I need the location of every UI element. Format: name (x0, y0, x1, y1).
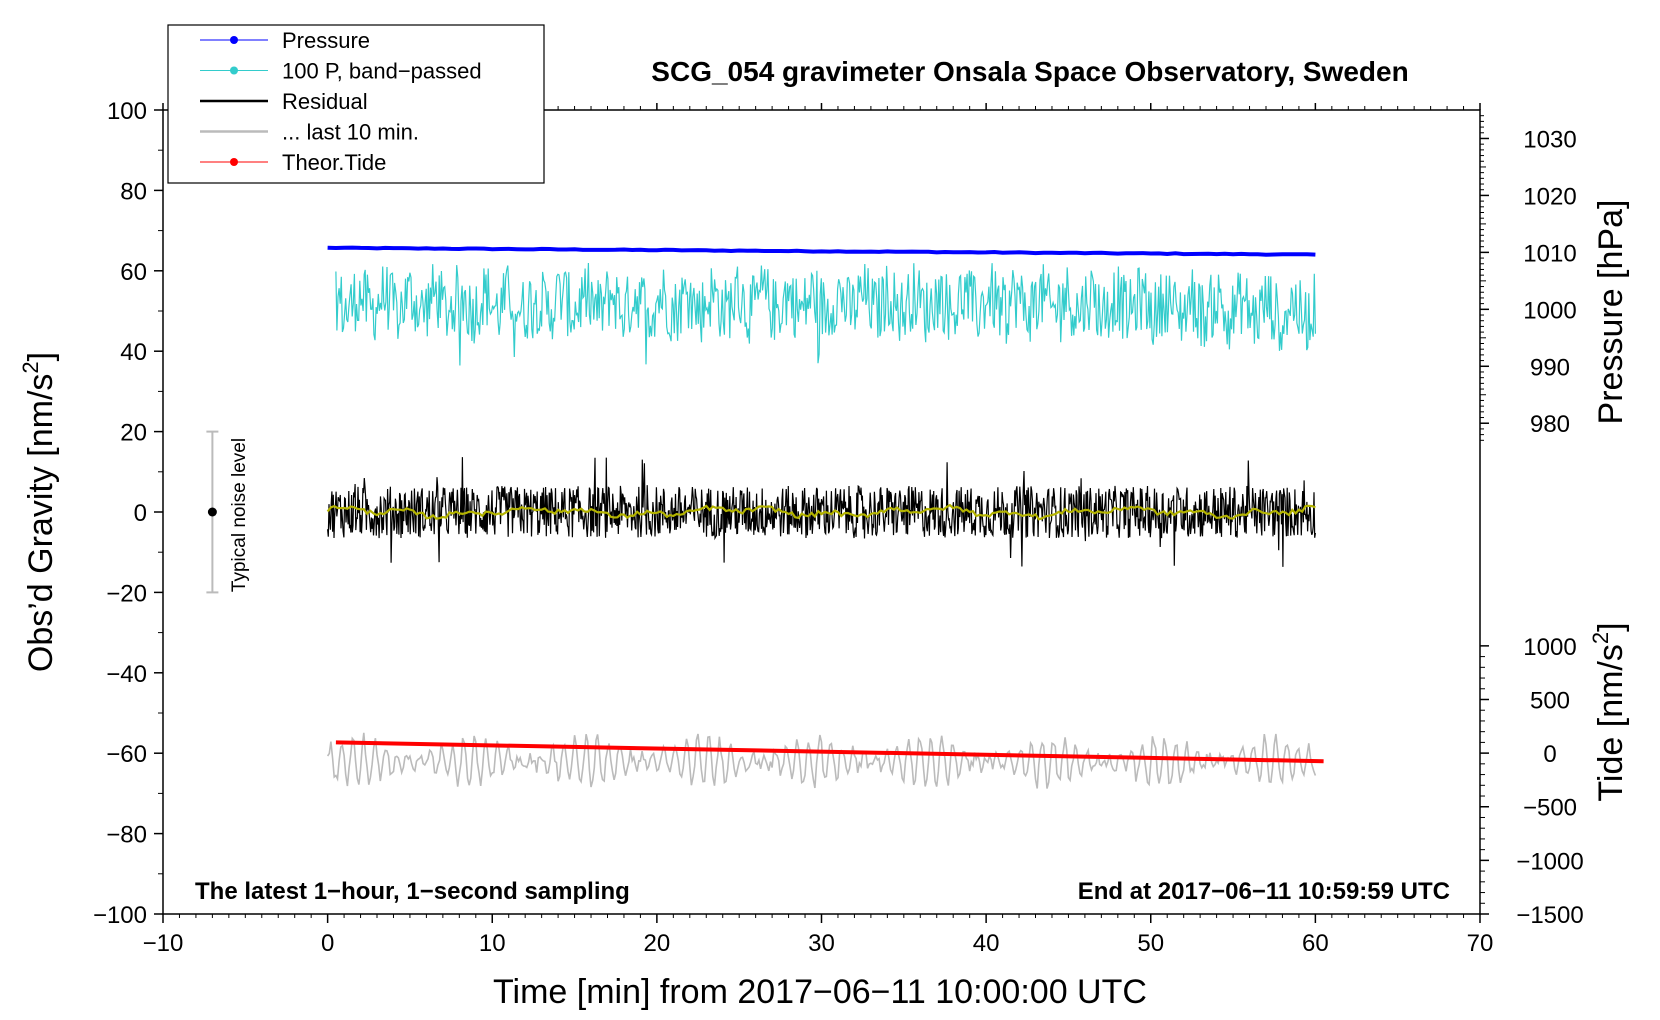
tide-tick-label: 500 (1530, 687, 1570, 714)
x-tick-label: 20 (644, 930, 671, 957)
x-tick-label: 60 (1302, 930, 1329, 957)
tide-tick-label: −1500 (1516, 902, 1583, 929)
legend-label-pressure: Pressure (282, 28, 370, 53)
x-tick-label: 70 (1467, 930, 1494, 957)
y-tick-label: 0 (134, 500, 147, 527)
series-layer (326, 245, 1324, 789)
legend: Pressure 100 P, band−passed Residual ... la… (167, 24, 545, 184)
y-tick-label: 100 (107, 98, 147, 125)
ticks-layer: −10 0 10 20 30 40 50 60 70−100−80−60−40−20020406… (93, 98, 1584, 957)
noise-level-label: Typical noise level (229, 438, 250, 592)
legend-marker-100-p-band-passed (230, 66, 238, 75)
tide-tick-label: 0 (1543, 741, 1556, 768)
pressure-tick-label: 1000 (1523, 297, 1576, 324)
y-tick-label: −100 (93, 902, 147, 929)
legend-label-100-p-band-passed: 100 P, band−passed (282, 59, 482, 84)
x-tick-label: 0 (321, 930, 334, 957)
pressure-tick-label: 1010 (1523, 240, 1576, 267)
series-pressure (327, 245, 1316, 257)
pressure-tick-label: 990 (1530, 354, 1570, 381)
tide-tick-label: 1000 (1523, 634, 1576, 661)
y-tick-label: −40 (106, 661, 147, 688)
series-last-10-min (326, 732, 1317, 789)
series-residual (327, 457, 1316, 567)
y-tick-label: 60 (120, 259, 147, 286)
chart-title: SCG_054 gravimeter Onsala Space Observat… (651, 56, 1408, 87)
annotation-sampling: The latest 1−hour, 1−second sampling (195, 878, 630, 905)
legend-label-last-10-min: ... last 10 min. (282, 120, 419, 145)
noise-level-marker: Typical noise level (206, 430, 250, 594)
y-tick-label: 20 (120, 420, 147, 447)
tide-tick-label: −1000 (1516, 848, 1583, 875)
pressure-tick-label: 1030 (1523, 126, 1576, 153)
pressure-tick-label: 1020 (1523, 183, 1576, 210)
y-tick-label: −60 (106, 741, 147, 768)
y-axis-title-tide: Tide [nm/s2] (1588, 622, 1630, 801)
y-tick-label: 80 (120, 178, 147, 205)
x-tick-label: 30 (808, 930, 835, 957)
y-tick-label: −20 (106, 580, 147, 607)
noise-bar-dot (207, 507, 217, 517)
x-tick-label: 50 (1137, 930, 1164, 957)
x-tick-label: 40 (973, 930, 1000, 957)
legend-label-residual: Residual (282, 89, 368, 114)
legend-marker-theor-tide (230, 158, 238, 166)
series-residual-smoothed (326, 503, 1316, 521)
legend-label-theor-tide: Theor.Tide (282, 150, 386, 175)
y-axis-title-pressure: Pressure [hPa] (1592, 200, 1630, 425)
annotation-end-time: End at 2017−06−11 10:59:59 UTC (1078, 878, 1450, 905)
tide-tick-label: −500 (1523, 795, 1577, 822)
pressure-tick-label: 980 (1530, 411, 1570, 438)
y-tick-label: −80 (106, 822, 147, 849)
y-tick-label: 40 (120, 339, 147, 366)
legend-marker-pressure (230, 36, 238, 44)
legend-box (167, 24, 545, 184)
y-axis-title-left: Obs’d Gravity [nm/s2] (18, 352, 60, 672)
series-pressure-bandpassed (335, 262, 1316, 366)
x-tick-label: −10 (143, 930, 184, 957)
series-theor-tide (335, 740, 1324, 764)
x-axis-title: Time [min] from 2017−06−11 10:00:00 UTC (493, 973, 1147, 1011)
x-tick-label: 10 (479, 930, 506, 957)
